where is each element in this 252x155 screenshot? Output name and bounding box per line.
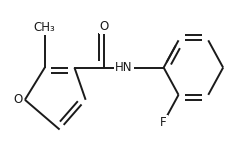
Text: O: O [13, 93, 22, 106]
Text: O: O [99, 20, 108, 33]
Text: HN: HN [115, 61, 132, 74]
Text: CH₃: CH₃ [34, 21, 55, 34]
Text: F: F [160, 116, 166, 129]
